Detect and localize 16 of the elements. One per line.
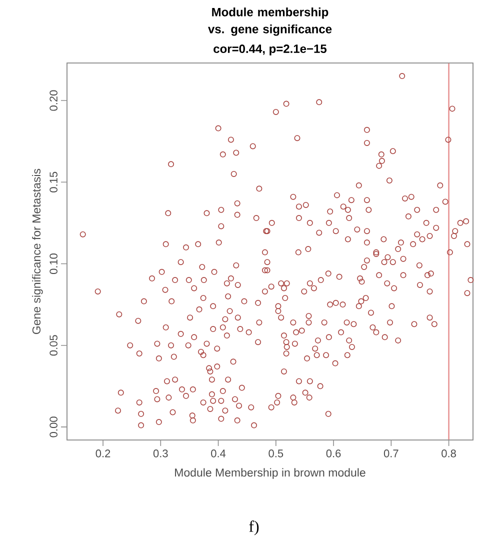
- x-axis-title: Module Membership in brown module: [175, 468, 366, 479]
- x-tick-label: 0.5: [268, 450, 284, 458]
- chart-subtitle: cor=0.44, p=2.1e−15: [214, 44, 327, 56]
- y-axis-title: Gene significance for Metastasis: [32, 168, 43, 334]
- x-tick-label: 0.8: [442, 450, 456, 458]
- text: f): [249, 520, 259, 536]
- y-tick-label: 0.15: [50, 172, 58, 192]
- x-tick-label: 0.4: [211, 450, 226, 458]
- y-tick-label: 0.20: [50, 90, 58, 111]
- x-tick-label: 0.3: [153, 450, 168, 458]
- x-tick-label: 0.2: [96, 450, 110, 458]
- x-tick-label: 0.6: [326, 450, 341, 458]
- y-tick-label: 0.00: [50, 416, 58, 438]
- y-tick-label: 0.05: [50, 335, 58, 356]
- y-tick-label: 0.10: [50, 253, 58, 274]
- x-tick-label: 0.7: [384, 450, 398, 458]
